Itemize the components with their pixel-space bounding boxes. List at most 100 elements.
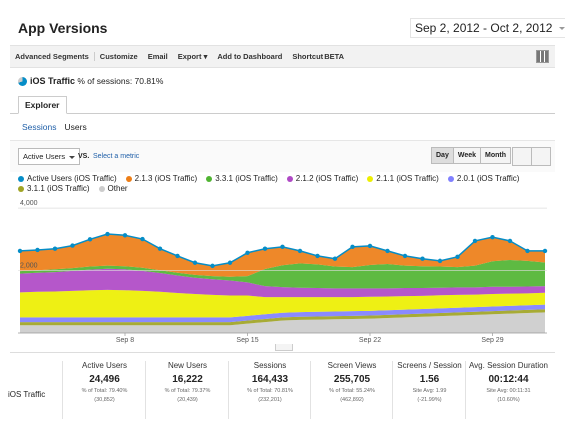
column-share: % of Total: 79.40% — [81, 388, 128, 394]
legend: Active Users (iOS Traffic) 2.1.3 (iOS Tra… — [18, 174, 538, 193]
point — [87, 237, 93, 242]
point — [122, 233, 128, 238]
point — [402, 253, 408, 259]
point — [262, 246, 268, 251]
resize-handle[interactable] — [275, 344, 293, 351]
legend-dot — [18, 175, 24, 182]
column-total: (-21.99%) — [417, 397, 442, 403]
legend-dot — [447, 175, 454, 182]
column-value: 16,222 — [172, 374, 203, 385]
toolbar-button[interactable]: Customize — [93, 52, 143, 61]
legend-item: Active Users (iOS Traffic) — [18, 174, 117, 183]
point — [35, 247, 40, 253]
y-tick-label: 2,000 — [20, 262, 38, 269]
column-total: (462,892) — [340, 397, 364, 403]
legend-dot — [98, 185, 105, 192]
summary-column: Sessions 164,433 % of Total: 70.81% (232,20… — [228, 361, 311, 419]
beta-badge: BETA — [324, 52, 345, 61]
select-metric-link[interactable]: Select a metric — [93, 153, 140, 160]
area — [20, 259, 545, 289]
line-chart-button[interactable] — [512, 147, 532, 166]
toolbar-button[interactable]: Add to Dashboard — [217, 52, 283, 61]
point — [367, 243, 373, 249]
legend-item: 2.1.3 (iOS Traffic) — [125, 174, 198, 183]
legend-item: 3.1.1 (iOS Traffic) — [18, 184, 90, 193]
column-total: (20,439) — [177, 397, 198, 403]
chart: 2,000 4,000 Sep 8 Sep 15 Sep 22 Sep 29 — [17, 200, 548, 344]
toolbar-label: Shortcut — [292, 52, 324, 61]
pie-icon — [18, 77, 27, 87]
summary-column: Screens / Session 1.56 Site Avg: 1.99 (-21.… — [392, 361, 466, 419]
period-button[interactable]: Month — [480, 147, 512, 164]
point — [507, 238, 513, 244]
x-tick-label: Sep 15 — [236, 337, 258, 344]
segment: iOS Traffic % of sessions: 70.81% — [18, 76, 164, 87]
point — [472, 238, 478, 244]
column-name: Active Users — [82, 361, 127, 370]
column-share: % of Total: 55.24% — [329, 388, 375, 394]
tab[interactable]: Explorer — [18, 96, 67, 114]
page-title: App Versions — [18, 20, 108, 36]
period-buttons: Day Week Month — [431, 147, 512, 164]
legend-label: 2.1.2 (iOS Traffic) — [295, 174, 359, 183]
column-name: New Users — [167, 361, 208, 370]
point — [455, 254, 460, 260]
point — [17, 248, 23, 254]
point — [105, 231, 110, 237]
summary-column: Avg. Session Duration 00:12:44 Site Avg: 0… — [465, 361, 551, 419]
point — [437, 258, 443, 264]
legend-item: 2.1.2 (iOS Traffic) — [286, 174, 359, 183]
toolbar-button[interactable]: Advanced Segments — [15, 52, 89, 61]
point — [315, 253, 320, 259]
point — [420, 256, 425, 261]
point — [350, 244, 355, 250]
area — [20, 309, 545, 326]
summary-column: Screen Views 255,705 % of Total: 55.24% (46… — [310, 361, 393, 419]
point — [542, 248, 548, 254]
legend-label: 2.1.1 (iOS Traffic) — [376, 174, 439, 183]
toolbar-button[interactable]: Email — [147, 52, 168, 61]
period-button[interactable]: Day — [431, 147, 454, 164]
legend-label: 3.1.1 (iOS Traffic) — [27, 184, 90, 193]
subtab[interactable]: Sessions — [22, 122, 57, 132]
point — [245, 250, 250, 255]
summary-table: Active Users 24,496 % of Total: 79.40% (30,… — [10, 352, 555, 423]
point — [210, 263, 215, 269]
point — [297, 248, 303, 254]
toolbar-button[interactable]: Export ▾ — [177, 52, 208, 61]
legend-label: 3.3.1 (iOS Traffic) — [215, 174, 278, 183]
segment-detail: % of sessions: 70.81% — [77, 76, 164, 86]
area — [20, 312, 545, 333]
legend-label: Other — [107, 184, 128, 193]
column-value: 164,433 — [251, 374, 289, 385]
date-range-picker[interactable]: Sep 2, 2012 - Oct 2, 2012 — [410, 18, 565, 38]
x-tick-label: Sep 8 — [116, 337, 134, 344]
toolbar-button[interactable]: ShortcutBETA — [287, 52, 349, 61]
grid-icon[interactable] — [536, 50, 549, 63]
point — [490, 234, 495, 240]
segment-name: iOS Traffic — [30, 76, 76, 86]
motion-chart-button[interactable] — [531, 147, 551, 166]
column-name: Screen Views — [327, 361, 377, 370]
toolbar-label: Export — [177, 52, 202, 61]
metric-dropdown[interactable]: Active Users — [18, 148, 81, 165]
area — [20, 268, 545, 298]
column-value: 00:12:44 — [488, 374, 529, 385]
point — [332, 256, 338, 261]
area — [20, 234, 545, 277]
area — [20, 289, 545, 318]
subtab[interactable]: Users — [64, 122, 87, 132]
period-button[interactable]: Week — [452, 147, 482, 164]
legend-dot — [18, 185, 24, 192]
point — [140, 236, 145, 242]
column-share: % of Total: 79.37% — [164, 388, 211, 394]
legend-label: 2.1.3 (iOS Traffic) — [134, 174, 198, 183]
tab-line — [10, 113, 555, 114]
area — [20, 304, 545, 323]
y-tick-label: 4,000 — [20, 200, 38, 207]
point — [70, 243, 75, 248]
column-name: Avg. Session Duration — [468, 361, 548, 370]
summary-column: Active Users 24,496 % of Total: 79.40% (30,… — [62, 361, 146, 419]
legend-item: 3.3.1 (iOS Traffic) — [206, 174, 278, 183]
